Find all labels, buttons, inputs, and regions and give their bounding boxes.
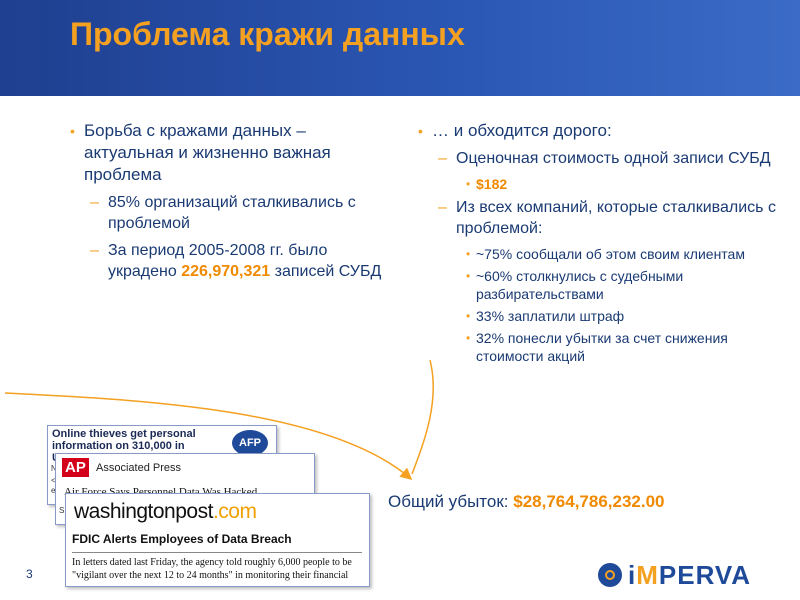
arrow-from-clippings (4, 392, 413, 480)
sub-sub-item: • ~60% столкнулись с судебными разбирател… (466, 268, 684, 302)
dash-icon: – (90, 194, 99, 211)
bullet-icon: • (466, 309, 471, 323)
bullet-icon: • (70, 123, 75, 139)
ap-logo: AP (62, 458, 89, 477)
bullet-item: •… и обходится дорого: (418, 121, 612, 140)
sub-sub-item: • 33% заплатили штраф (466, 308, 625, 324)
page-number: 3 (26, 567, 33, 581)
sub-sub-item: • 32% понесли убытки за счет снижения сто… (466, 330, 728, 364)
bullet-icon: • (466, 331, 471, 345)
sub-bullet-item: –85% организаций сталкивались с проблемо… (90, 194, 356, 232)
bullet-icon: • (418, 123, 423, 139)
sub-sub-item: • $182 (418, 175, 788, 193)
afp-logo: AFP (232, 430, 268, 456)
dash-icon: – (438, 150, 447, 167)
stolen-records-value: 226,970,321 (181, 263, 271, 280)
bullet-item: • Борьба с кражами данных – актуальная и … (70, 121, 331, 184)
imperva-logo: iMPERVA (598, 560, 778, 590)
arrow-from-right-column (411, 359, 434, 475)
page-title: Проблема кражи данных (70, 16, 465, 52)
clipping-text: In letters dated last Friday, the agency… (72, 557, 352, 581)
clipping-headline: FDIC Alerts Employees of Data Breach (72, 532, 292, 546)
total-loss: Общий убыток: $28,764,786,232.00 (388, 492, 665, 511)
sub-bullet-item: – За период 2005-2008 гг. было украдено 2… (90, 242, 382, 280)
sub-bullet-item: – Из всех компаний, которые сталкивались … (438, 199, 776, 237)
sub-bullet-item: – Оценочная стоимость одной записи СУБД (438, 150, 771, 167)
left-column: • Борьба с кражами данных – актуальная и … (70, 120, 400, 288)
total-loss-value: $28,764,786,232.00 (513, 492, 665, 511)
clipping-headline: Online thieves get personal information … (52, 428, 196, 464)
bullet-icon: • (466, 247, 471, 261)
bullet-icon: • (466, 269, 471, 283)
header-band (0, 0, 800, 96)
imperva-logo-icon (598, 563, 622, 587)
sub-sub-item: • ~75% сообщали об этом своим клиентам (466, 246, 745, 262)
bullet-icon: • (466, 177, 471, 191)
dash-icon: – (438, 199, 447, 216)
imperva-wordmark: iMPERVA (628, 560, 752, 590)
divider (72, 552, 362, 553)
dash-icon: – (90, 242, 99, 259)
ap-name: Associated Press (96, 462, 181, 474)
right-column: •… и обходится дорого: – Оценочная стоимо… (418, 120, 788, 369)
news-clipping-washingtonpost: washingtonpost.com FDIC Alerts Employees… (65, 493, 370, 587)
record-cost-value: $182 (476, 176, 508, 192)
washingtonpost-logo: washingtonpost.com (74, 500, 257, 523)
